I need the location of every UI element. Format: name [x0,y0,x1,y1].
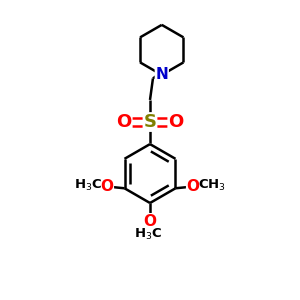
Text: CH$_3$: CH$_3$ [198,178,226,193]
Text: O: O [187,179,200,194]
Text: H$_3$C: H$_3$C [74,178,102,193]
Text: O: O [168,113,184,131]
Text: S: S [143,113,157,131]
Text: N: N [155,68,168,82]
Text: O: O [100,179,113,194]
Text: O: O [116,113,132,131]
Text: O: O [143,214,157,229]
Text: H$_3$C: H$_3$C [134,226,163,242]
